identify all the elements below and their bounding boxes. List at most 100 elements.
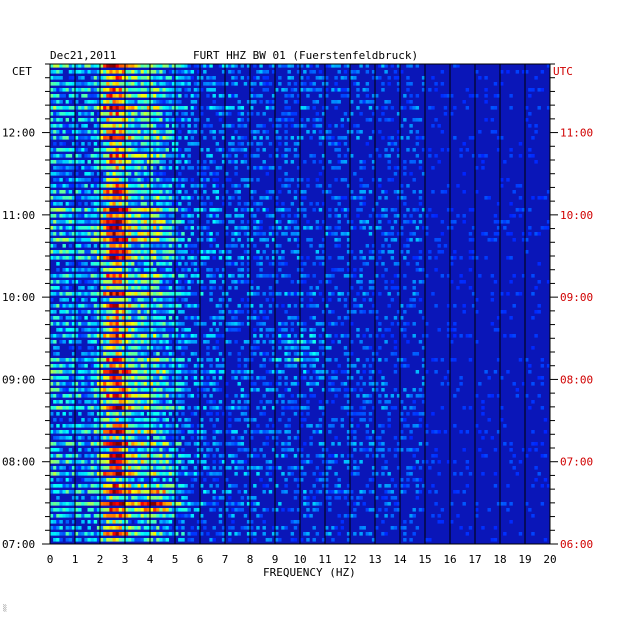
heatmap-cell — [228, 322, 232, 326]
heatmap-cell — [284, 358, 288, 362]
heatmap-cell — [378, 292, 382, 296]
heatmap-cell — [334, 76, 338, 80]
heatmap-cell — [228, 214, 232, 218]
heatmap-cell — [112, 202, 116, 206]
heatmap-cell — [293, 346, 298, 350]
heatmap-cell — [84, 424, 88, 428]
heatmap-cell — [343, 160, 348, 164]
heatmap-cell — [78, 76, 82, 80]
heatmap-cell — [150, 190, 154, 194]
heatmap-cell — [346, 274, 351, 278]
heatmap-cell — [115, 436, 120, 440]
heatmap-cell — [96, 88, 101, 92]
heatmap-cell — [459, 154, 463, 158]
heatmap-cell — [90, 316, 95, 320]
heatmap-cell — [65, 232, 70, 236]
heatmap-cell — [103, 430, 107, 434]
heatmap-cell — [156, 112, 160, 116]
heatmap-cell — [153, 172, 157, 176]
heatmap-cell — [531, 400, 535, 404]
heatmap-cell — [256, 262, 260, 266]
heatmap-cell — [412, 280, 416, 284]
heatmap-cell — [106, 232, 110, 236]
heatmap-cell — [228, 412, 232, 416]
heatmap-cell — [100, 382, 104, 386]
heatmap-cell — [440, 232, 445, 236]
heatmap-cell — [59, 376, 63, 380]
heatmap-cell — [309, 64, 313, 68]
heatmap-cell — [275, 202, 279, 206]
heatmap-cell — [140, 370, 145, 374]
heatmap-cell — [356, 70, 360, 74]
heatmap-cell — [243, 184, 248, 188]
heatmap-cell — [537, 280, 541, 284]
heatmap-cell — [490, 238, 495, 242]
heatmap-cell — [81, 370, 85, 374]
heatmap-cell — [168, 196, 173, 200]
heatmap-cell — [409, 214, 413, 218]
heatmap-cell — [290, 316, 295, 320]
heatmap-cell — [56, 292, 60, 296]
heatmap-cell — [200, 88, 204, 92]
heatmap-cell — [346, 244, 351, 248]
heatmap-cell — [206, 76, 210, 80]
heatmap-cell — [165, 100, 170, 104]
heatmap-cell — [81, 430, 85, 434]
heatmap-cell — [153, 142, 157, 146]
heatmap-cell — [212, 88, 216, 92]
heatmap-cell — [237, 268, 241, 272]
heatmap-cell — [409, 160, 413, 164]
heatmap-cell — [175, 208, 179, 212]
heatmap-cell — [340, 136, 345, 140]
heatmap-cell — [225, 172, 229, 176]
heatmap-cell — [140, 208, 145, 212]
heatmap-cell — [231, 244, 235, 248]
heatmap-cell — [128, 76, 132, 80]
heatmap-cell — [450, 280, 454, 284]
heatmap-cell — [337, 214, 341, 218]
heatmap-cell — [221, 184, 226, 188]
heatmap-cell — [50, 202, 54, 206]
heatmap-cell — [281, 64, 285, 68]
heatmap-cell — [125, 304, 129, 308]
heatmap-cell — [121, 268, 126, 272]
heatmap-cell — [331, 274, 335, 278]
heatmap-cell — [159, 184, 163, 188]
heatmap-cell — [84, 184, 88, 188]
heatmap-cell — [384, 208, 388, 212]
heatmap-cell — [378, 346, 382, 350]
heatmap-cell — [387, 118, 391, 122]
heatmap-cell — [53, 214, 57, 218]
heatmap-cell — [50, 184, 54, 188]
heatmap-cell — [384, 70, 388, 74]
heatmap-cell — [315, 352, 320, 356]
heatmap-cell — [109, 88, 113, 92]
heatmap-cell — [181, 334, 185, 338]
heatmap-cell — [221, 292, 226, 296]
heatmap-cell — [318, 400, 323, 404]
heatmap-cell — [106, 196, 110, 200]
heatmap-cell — [53, 400, 57, 404]
heatmap-cell — [53, 124, 57, 128]
heatmap-cell — [90, 352, 95, 356]
heatmap-cell — [59, 232, 63, 236]
heatmap-cell — [237, 238, 241, 242]
heatmap-cell — [300, 346, 304, 350]
heatmap-cell — [56, 82, 60, 86]
heatmap-cell — [59, 250, 63, 254]
heatmap-cell — [187, 268, 191, 272]
heatmap-cell — [146, 388, 151, 392]
heatmap-cell — [300, 106, 304, 110]
heatmap-cell — [353, 430, 357, 434]
heatmap-cell — [253, 352, 257, 356]
heatmap-cell — [140, 412, 145, 416]
heatmap-cell — [75, 424, 79, 428]
heatmap-cell — [390, 334, 395, 338]
heatmap-cell — [268, 154, 273, 158]
heatmap-cell — [393, 436, 398, 440]
heatmap-cell — [206, 88, 210, 92]
heatmap-cell — [231, 220, 235, 224]
heatmap-cell — [234, 190, 238, 194]
heatmap-cell — [250, 286, 254, 290]
heatmap-cell — [187, 406, 191, 410]
